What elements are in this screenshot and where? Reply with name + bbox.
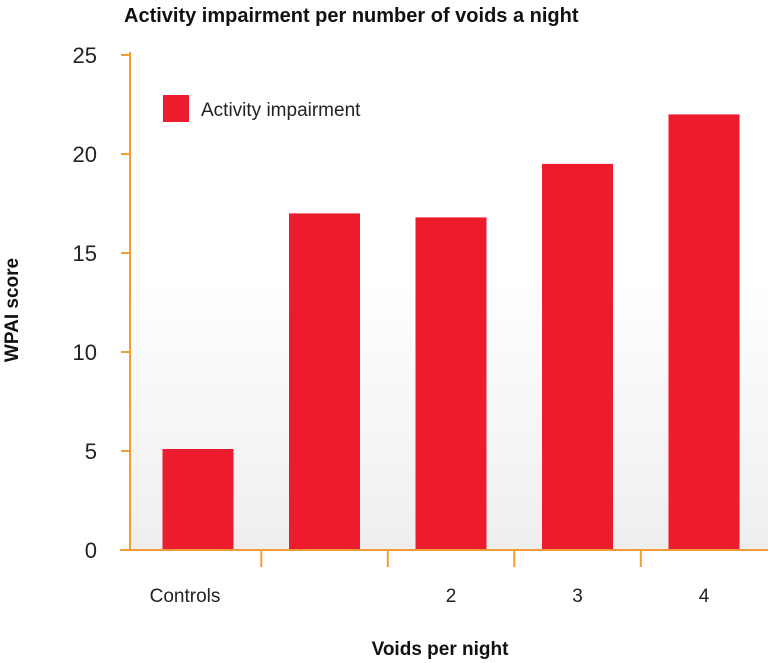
- axes-layer: [120, 52, 768, 551]
- y-tick-label: 20: [73, 142, 97, 167]
- bars-layer: [162, 114, 740, 551]
- bar: [668, 114, 740, 551]
- x-tick-label: 4: [699, 586, 710, 607]
- y-tick-label: 0: [85, 538, 97, 563]
- y-axis-title: WPAI score: [2, 258, 23, 362]
- ticks-layer: 0 5 10 15 20 25 Controls 2 3 4: [73, 43, 710, 607]
- chart-title: Activity impairment per number of voids …: [124, 5, 579, 27]
- x-tick-label: Controls: [150, 586, 221, 607]
- bar: [162, 449, 234, 550]
- bar: [289, 213, 360, 550]
- bar: [542, 163, 613, 550]
- x-axis-title: Voids per night: [372, 639, 510, 660]
- x-tick-label: 2: [446, 586, 457, 607]
- legend: Activity impairment: [163, 95, 361, 122]
- y-tick-label: 5: [85, 439, 97, 464]
- legend-swatch: [163, 95, 189, 122]
- legend-label: Activity impairment: [201, 100, 361, 121]
- y-tick-label: 15: [73, 241, 97, 266]
- y-tick-label: 25: [73, 43, 97, 68]
- y-tick-label: 10: [73, 340, 97, 365]
- bar: [415, 217, 487, 550]
- x-tick-label: 3: [572, 586, 583, 607]
